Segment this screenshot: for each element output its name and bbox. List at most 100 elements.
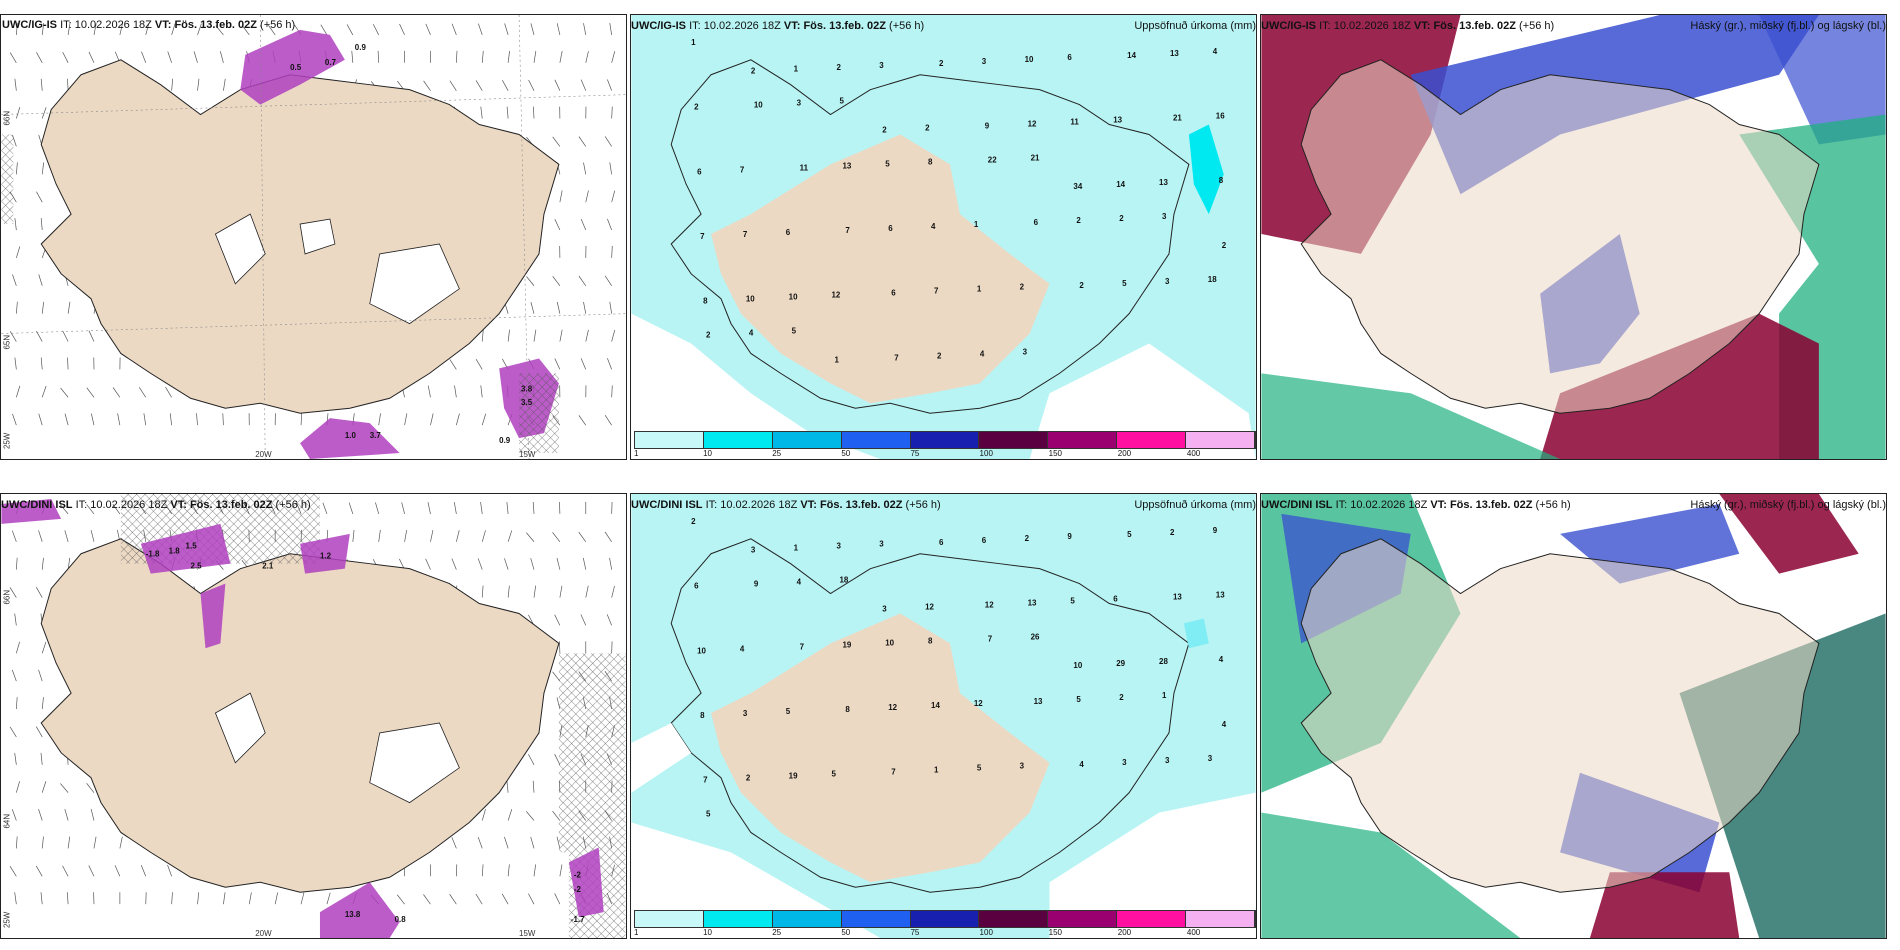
- wind-barb: [478, 23, 483, 36]
- wind-barb: [9, 865, 17, 877]
- wind-barb: [140, 865, 147, 877]
- run-time: 10.02.2026 18Z: [703, 20, 781, 32]
- wind-barb: [117, 413, 121, 426]
- precip-value: 6: [888, 224, 893, 233]
- wind-barb: [454, 385, 457, 398]
- wind-barb: [16, 641, 20, 654]
- wind-barb: [559, 585, 563, 598]
- wind-barb: [36, 52, 43, 63]
- wind-barb: [40, 218, 43, 231]
- wind-barb: [430, 413, 434, 426]
- lat-tick: 64N: [2, 814, 11, 829]
- lat-tick: 66N: [2, 590, 11, 605]
- colorbar-swatch: [910, 432, 980, 448]
- wind-barb: [585, 329, 589, 342]
- wind-barb: [606, 614, 612, 626]
- valid-time: Fös. 13.feb. 02Z: [1449, 499, 1533, 511]
- precip-value: 3: [1122, 758, 1127, 767]
- wind-barb: [88, 865, 95, 877]
- wind-barb: [86, 504, 95, 515]
- wind-barb: [609, 301, 613, 314]
- wind-barb: [64, 808, 69, 821]
- wind-barb: [35, 726, 43, 738]
- precip-value: 5: [839, 97, 844, 106]
- wind-barb: [41, 641, 47, 654]
- wind-contour-south: [319, 882, 400, 938]
- precip-value: 2: [1222, 241, 1227, 250]
- precip-value: 6: [939, 538, 944, 547]
- precip-value: 1: [794, 544, 799, 553]
- wind-barb: [552, 810, 561, 821]
- colorbar-label: 10: [703, 928, 713, 937]
- precip-value: 18: [1208, 275, 1217, 284]
- colorbar-swatch: [772, 911, 842, 927]
- precip-value: 9: [754, 580, 759, 589]
- wind-barb: [507, 329, 510, 342]
- wind-barb: [399, 23, 405, 36]
- colorbar-swatch: [1186, 432, 1256, 448]
- precip-value: 12: [832, 291, 841, 300]
- contour-label: 13.8: [345, 910, 361, 919]
- wind-barb: [475, 358, 483, 370]
- wind-barb: [15, 697, 18, 710]
- colorbar-label: 50: [841, 449, 851, 458]
- wind-contour-north: [140, 523, 231, 574]
- contour-label: 0.9: [355, 43, 367, 52]
- colorbar-swatch: [703, 432, 773, 448]
- wind-barb: [604, 136, 612, 147]
- precip-value: 8: [845, 705, 850, 714]
- wind-barb: [268, 24, 276, 36]
- wind-barb: [611, 329, 616, 342]
- wind-barb: [372, 24, 380, 36]
- wind-barb: [559, 190, 563, 203]
- wind-barb: [559, 50, 563, 63]
- high-cloud-ne: [1759, 15, 1886, 145]
- run-label: IT:: [60, 19, 72, 31]
- wind-barb: [38, 530, 43, 542]
- lat-tick: 25W: [2, 432, 11, 449]
- wind-barb: [506, 106, 509, 119]
- wind-barb: [604, 414, 612, 426]
- precip-value: 10: [754, 101, 763, 110]
- precip-value: 7: [700, 232, 705, 241]
- wind-barb: [196, 413, 198, 426]
- precip-values: 12 1 2 3 2 3 10 6 14 13 42 10 3 52 2 9 12 11 13 21 166 7 11 13 5…: [691, 38, 1227, 365]
- contour-label: 0.5: [290, 63, 302, 72]
- wind-barb: [559, 864, 563, 877]
- wind-barb: [611, 190, 616, 203]
- wind-barb: [36, 191, 43, 203]
- wind-barb: [530, 558, 535, 570]
- precip-value: 7: [845, 226, 850, 235]
- wind-barb: [12, 274, 17, 286]
- colorbar-swatch: [841, 911, 911, 927]
- precip-value: 2: [937, 351, 942, 360]
- wind-barb: [67, 301, 71, 314]
- hatch-southeast: [519, 373, 559, 454]
- wind-barb: [607, 79, 612, 91]
- contour-label: 0.9: [499, 436, 511, 445]
- precip-value: 5: [1070, 597, 1075, 606]
- precip-value: 2: [706, 331, 711, 340]
- wind-barb: [36, 330, 43, 342]
- wind-barb: [578, 136, 587, 147]
- precip-value: 7: [934, 287, 939, 296]
- dry-sea-sw: [631, 822, 881, 938]
- dry-sea-se: [1049, 792, 1256, 938]
- wind-barb: [41, 23, 45, 35]
- precip-value: 1: [934, 766, 939, 775]
- wind-barb: [88, 51, 95, 63]
- wind-barb: [62, 330, 69, 342]
- precip-value: 2: [691, 517, 696, 526]
- lead-time: (+56 h): [1519, 20, 1555, 32]
- map-svg: [1261, 494, 1886, 938]
- precip-value: 13: [1173, 593, 1182, 602]
- colorbar-swatch: [841, 432, 911, 448]
- wind-barb: [169, 413, 172, 426]
- lon-tick: 20W: [255, 450, 272, 459]
- wind-barb: [481, 864, 484, 877]
- precip-value: 13: [1028, 598, 1037, 607]
- wind-barb: [378, 413, 381, 426]
- precip-value: 13: [1216, 591, 1225, 600]
- wind-barb: [607, 218, 612, 231]
- wind-barb: [506, 780, 509, 793]
